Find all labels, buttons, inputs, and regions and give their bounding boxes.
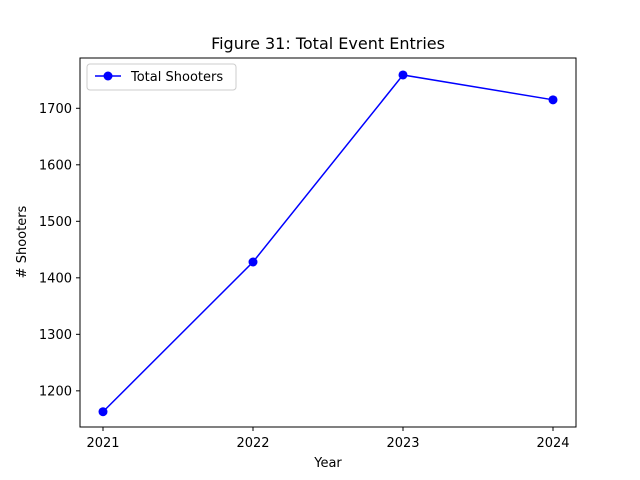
y-tick-label: 1200 — [39, 384, 72, 399]
y-tick-label: 1600 — [39, 158, 72, 173]
data-point — [398, 70, 408, 80]
series-layer — [98, 70, 558, 417]
data-point — [548, 95, 558, 105]
x-tick-label: 2021 — [86, 436, 119, 451]
y-tick-label: 1300 — [39, 328, 72, 343]
x-tick-label: 2023 — [386, 436, 419, 451]
series-line — [102, 74, 554, 413]
y-tick-label: 1700 — [39, 102, 72, 117]
plot-area-frame — [79, 57, 577, 428]
legend-label: Total Shooters — [130, 70, 223, 85]
x-axis-label: Year — [313, 456, 342, 471]
legend: Total Shooters — [86, 63, 237, 91]
data-point — [248, 257, 258, 267]
data-point — [98, 407, 108, 417]
x-tick-label: 2022 — [236, 436, 269, 451]
legend-marker — [103, 71, 113, 81]
y-tick-label: 1500 — [39, 215, 72, 230]
y-axis-label: # Shooters — [15, 205, 30, 278]
x-tick-label: 2024 — [536, 436, 569, 451]
x-axis: 2021 2022 2023 2024 — [86, 427, 570, 451]
legend-box — [86, 63, 237, 91]
y-axis: 1200 1300 1400 1500 1600 1700 — [39, 102, 80, 399]
chart-title: Figure 31: Total Event Entries — [211, 34, 445, 53]
y-tick-label: 1400 — [39, 271, 72, 286]
